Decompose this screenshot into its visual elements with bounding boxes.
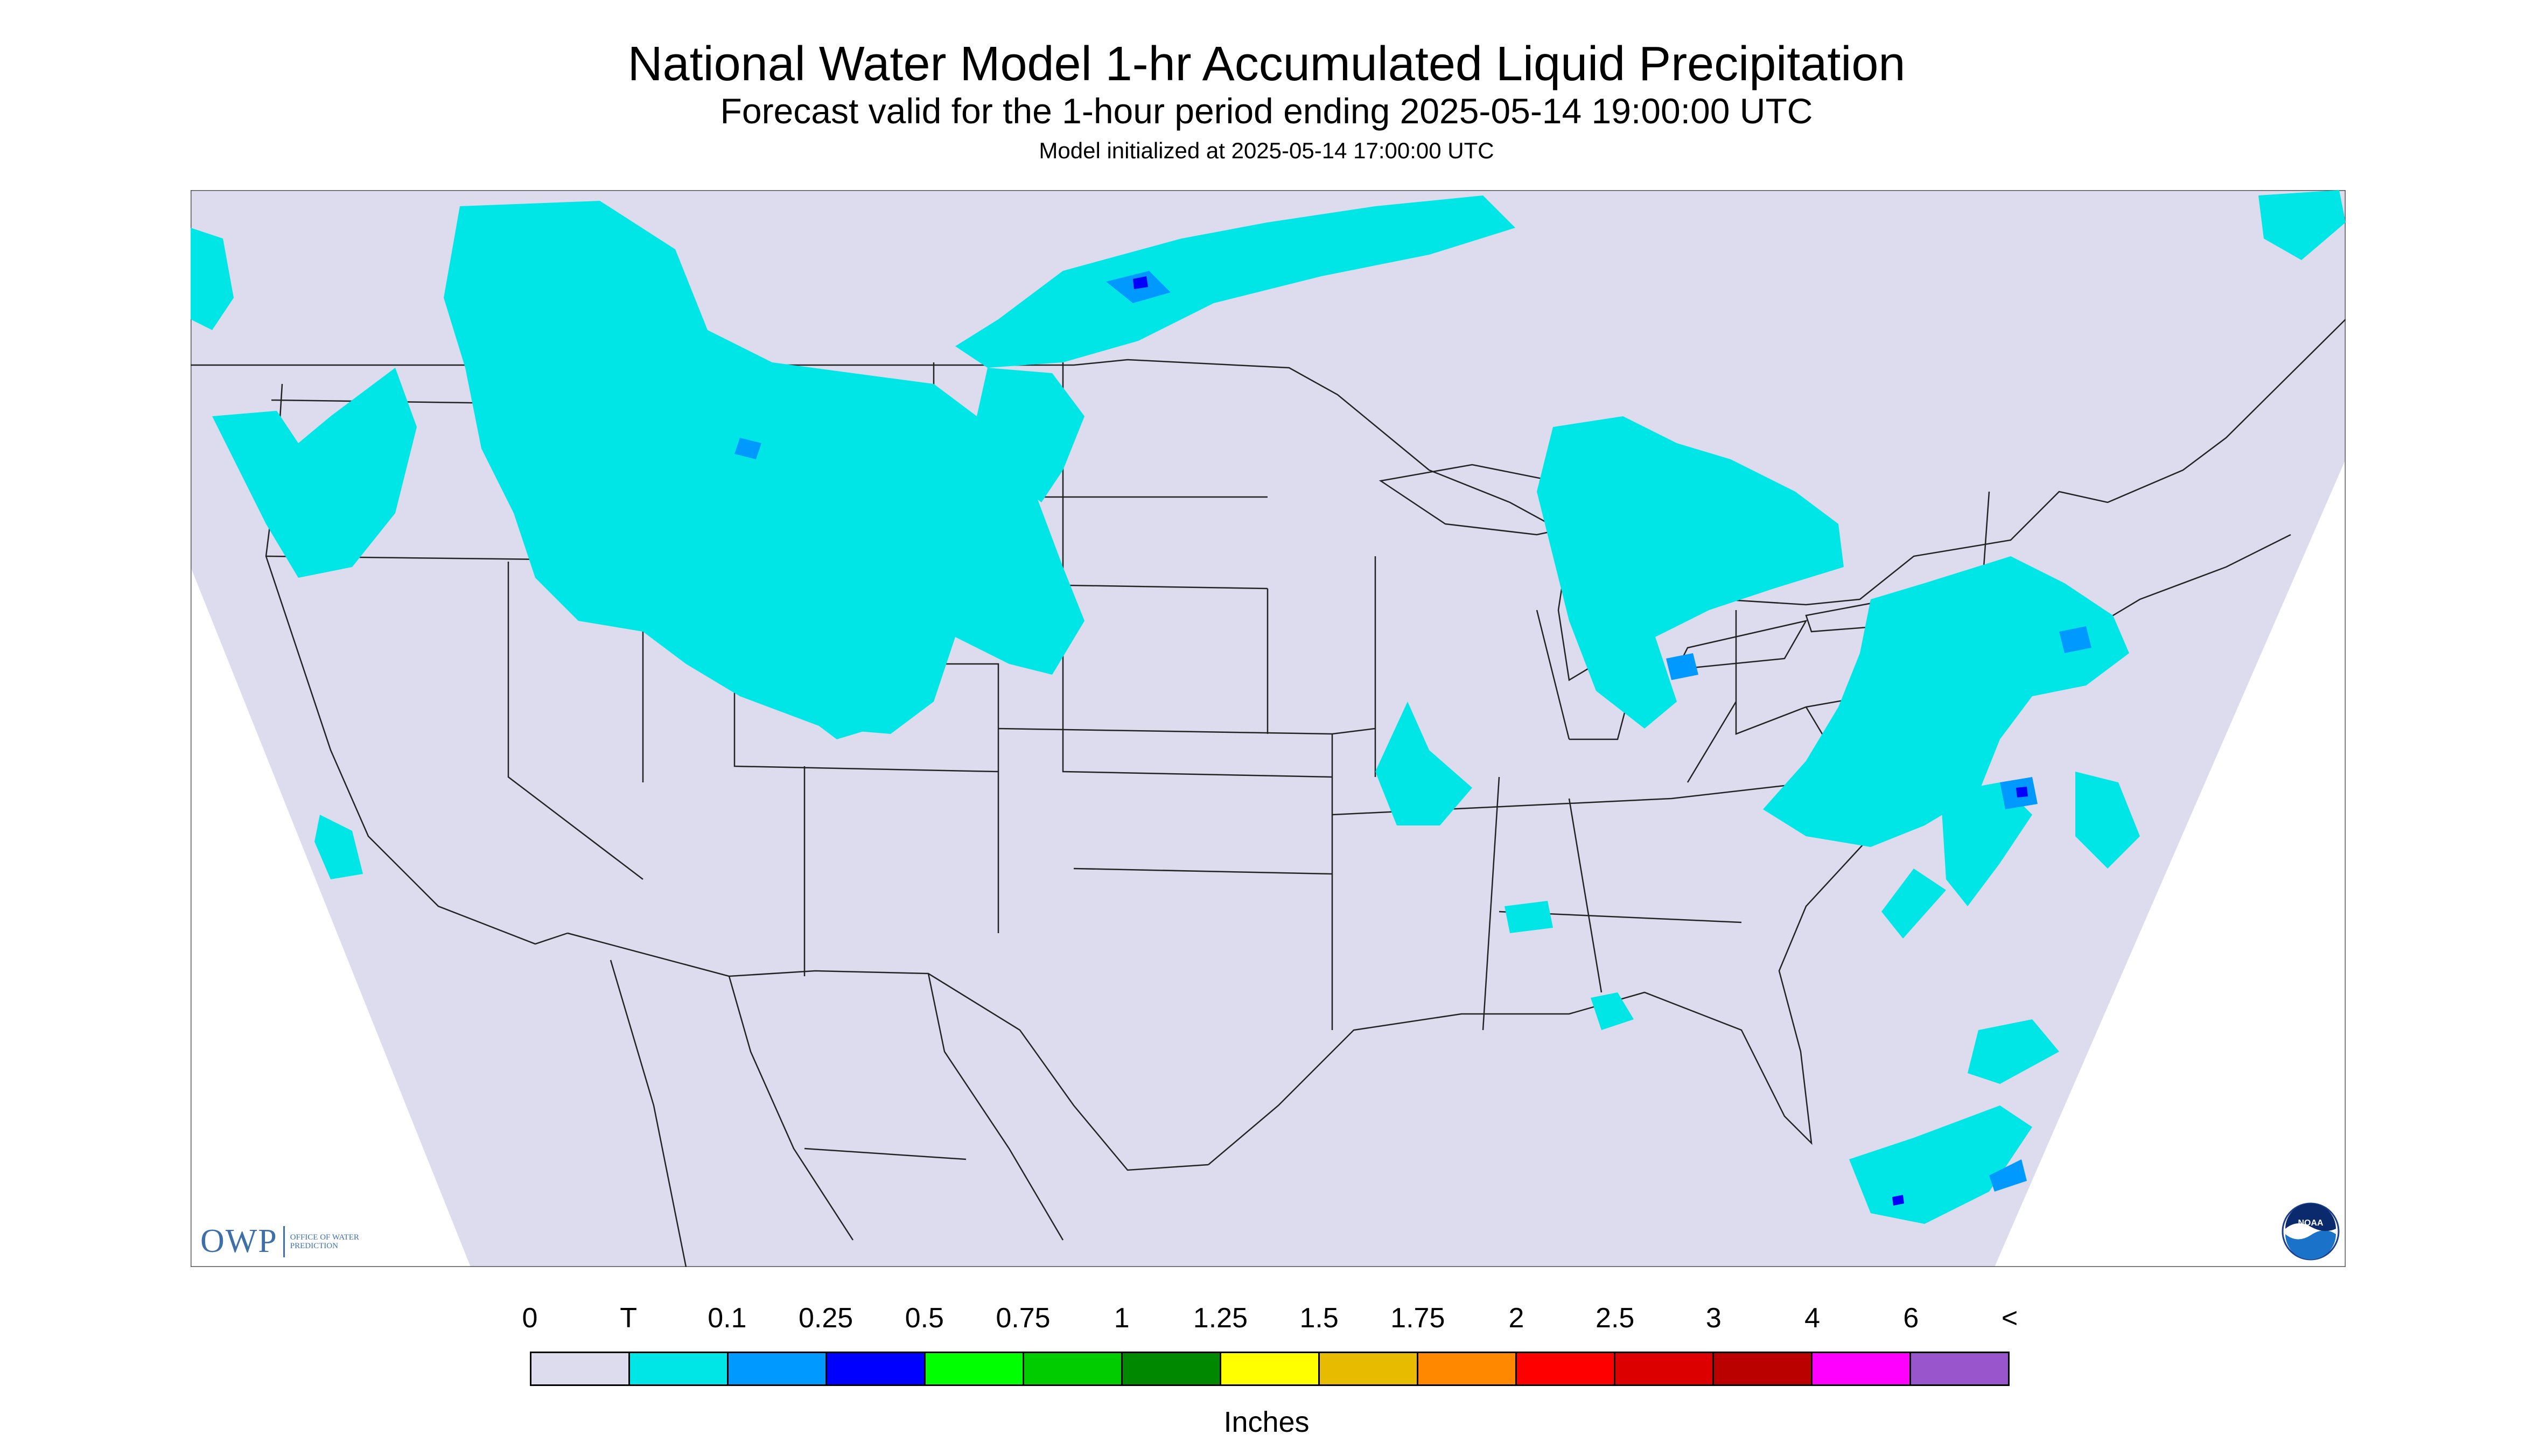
noaa-logo-icon: NOAA xyxy=(2282,1202,2340,1261)
colorbar-tick-label: 3 xyxy=(1705,1303,1722,1334)
colorbar-tick-label: 1.25 xyxy=(1193,1303,1248,1334)
colorbar-swatch xyxy=(1714,1353,1813,1384)
precipitation-map xyxy=(191,190,2346,1267)
colorbar-units: Inches xyxy=(1223,1406,1310,1438)
projection-edge-left xyxy=(191,567,471,1267)
colorbar-swatch xyxy=(1418,1353,1517,1384)
colorbar-swatch xyxy=(1221,1353,1320,1384)
precip-moderate-areas xyxy=(1133,276,2028,1206)
colorbar-tick-label: 6 xyxy=(1903,1303,1919,1334)
colorbar-swatch xyxy=(1517,1353,1615,1384)
colorbar-tick-label: T xyxy=(620,1303,638,1334)
colorbar-tick-label: 0.5 xyxy=(905,1303,944,1334)
colorbar-tick-label: 2.5 xyxy=(1596,1303,1635,1334)
colorbar-swatch xyxy=(926,1353,1024,1384)
noaa-logo-text: NOAA xyxy=(2298,1219,2324,1228)
precip-trace-areas xyxy=(191,190,2346,1224)
colorbar-swatch xyxy=(1615,1353,1714,1384)
map-title: National Water Model 1-hr Accumulated Li… xyxy=(627,37,1906,91)
projection-edge-right xyxy=(1995,459,2346,1267)
colorbar-tick-labels: 0 T 0.1 0.25 0.5 0.75 1 1.25 1.5 1.75 2 2.5 3 4 6 < xyxy=(431,1302,2154,1340)
colorbar-tick-label: 1.75 xyxy=(1390,1303,1445,1334)
colorbar-tick-label: < xyxy=(2001,1303,2018,1334)
colorbar-swatch xyxy=(1813,1353,1911,1384)
colorbar-tick-label: 0.75 xyxy=(996,1303,1051,1334)
colorbar-swatch xyxy=(531,1353,630,1384)
owp-logo-divider xyxy=(283,1226,285,1257)
colorbar-swatch xyxy=(827,1353,926,1384)
colorbar-tick-label: 1.5 xyxy=(1299,1303,1339,1334)
colorbar-swatch xyxy=(1320,1353,1418,1384)
owp-logo-icon: OWP OFFICE OF WATER PREDICTION xyxy=(200,1222,366,1261)
colorbar xyxy=(530,1352,2010,1386)
colorbar-tick-label: 0.1 xyxy=(708,1303,747,1334)
owp-logo-text: OFFICE OF WATER PREDICTION xyxy=(290,1233,359,1250)
owp-logo-mark: OWP xyxy=(200,1223,278,1259)
colorbar-swatch xyxy=(630,1353,729,1384)
precip-light-areas xyxy=(734,271,2091,1192)
colorbar-swatch xyxy=(1123,1353,1221,1384)
colorbar-swatch xyxy=(1911,1353,2008,1384)
colorbar-swatch xyxy=(1024,1353,1123,1384)
colorbar-tick-label: 4 xyxy=(1804,1303,1821,1334)
colorbar-tick-label: 2 xyxy=(1508,1303,1524,1334)
colorbar-swatch xyxy=(729,1353,827,1384)
colorbar-tick-label: 0.25 xyxy=(798,1303,853,1334)
map-subtitle: Forecast valid for the 1-hour period end… xyxy=(720,91,1813,131)
colorbar-tick-label: 0 xyxy=(522,1303,538,1334)
colorbar-tick-label: 1 xyxy=(1114,1303,1130,1334)
model-init-time: Model initialized at 2025-05-14 17:00:00… xyxy=(1039,138,1494,163)
